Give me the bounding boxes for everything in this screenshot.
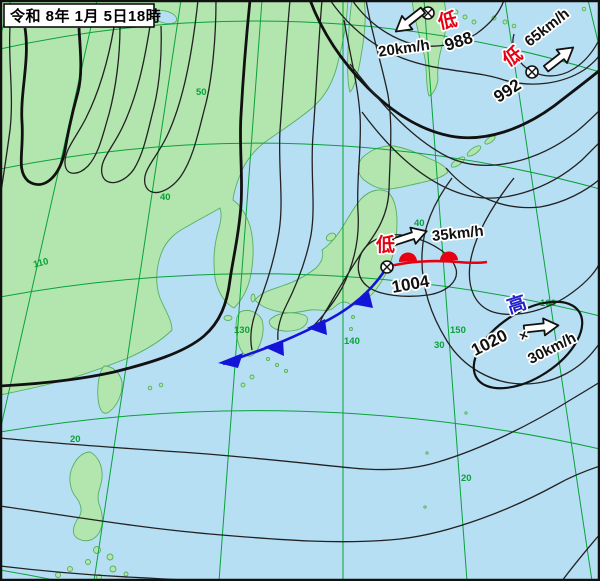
taiwan [97, 365, 123, 414]
parallel-30n [0, 273, 600, 317]
hokkaido [357, 145, 449, 190]
jeju-island [223, 315, 233, 321]
meridian-150e [423, 0, 468, 581]
landmasses [0, 0, 587, 580]
title-box: 令和 8年 1月 5日18時 [3, 3, 161, 28]
meridian-160e [504, 0, 593, 581]
grid-label: 20 [70, 434, 81, 445]
sakhalin-island [411, 0, 447, 97]
grid-label: 40 [160, 192, 171, 203]
grid-label: 50 [196, 87, 207, 98]
cold-front-triangle [218, 353, 243, 368]
sado-island [325, 232, 337, 242]
cold-front-triangle [352, 292, 373, 308]
grid-label: 110 [32, 256, 50, 270]
warm-front-semicircle [439, 251, 458, 261]
warm-front-semicircle [398, 252, 417, 262]
isobar-bold-main [0, 0, 252, 388]
grid-label: 30 [434, 340, 445, 351]
isobar-bold-northeast [308, 0, 600, 140]
map-title: 令和 8年 1月 5日18時 [10, 7, 161, 25]
grid-label: 150 [450, 325, 466, 336]
parallel-50n [0, 20, 600, 73]
low-center-icon [380, 260, 394, 274]
meridian-130e [218, 0, 263, 581]
parallel-20n [0, 410, 600, 450]
grid-label: 20 [461, 473, 472, 484]
luzon [69, 451, 103, 542]
cold-front-triangle [307, 319, 327, 335]
grid-label: 140 [344, 336, 360, 347]
grid-label: 160 [540, 298, 556, 309]
meridian-120e [93, 0, 182, 581]
fronts [218, 251, 488, 368]
asia-continent [0, 0, 349, 396]
low-label: 低 [375, 233, 395, 256]
low-center-icon [525, 65, 539, 79]
graticule-labels: 50 40 110 130 140 150 30 160 40 20 20 [32, 87, 556, 484]
parallel-40n [0, 142, 600, 190]
isobar-bold-trough [19, 27, 83, 186]
grid-label: 130 [234, 325, 250, 336]
small-islands [55, 6, 587, 580]
cold-front-triangle [264, 340, 284, 356]
warm-front-line [386, 259, 488, 269]
shikoku [268, 312, 308, 332]
grid-label: 40 [414, 218, 425, 229]
isobar-high-1020 [472, 300, 584, 390]
tsushima [250, 293, 256, 303]
